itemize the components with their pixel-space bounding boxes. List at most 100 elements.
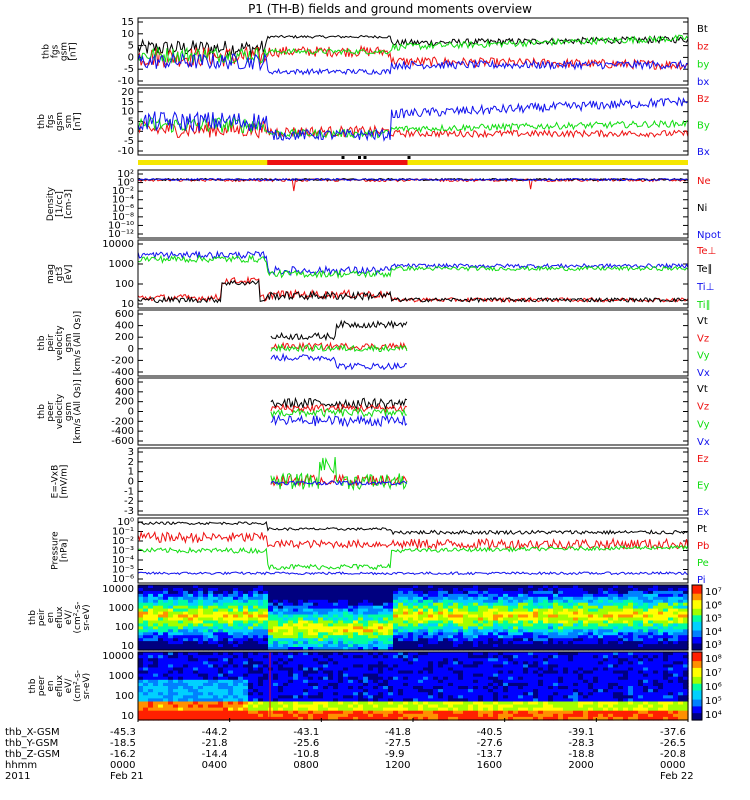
spectrogram-cell [213, 635, 219, 639]
spectrogram-cell [413, 623, 419, 627]
spectrogram-cell [468, 679, 474, 684]
spectrogram-cell [243, 632, 249, 636]
spectrogram-cell [248, 590, 254, 595]
spectrogram-cell [488, 707, 494, 712]
spectrogram-cell [538, 623, 544, 627]
spectrogram-cell [333, 590, 339, 595]
spectrogram-cell [193, 704, 199, 709]
spectrogram-cell [288, 623, 294, 627]
spectrogram-cell [538, 692, 544, 696]
spectrogram-cell [548, 588, 554, 592]
spectrogram-cell [378, 617, 384, 622]
spectrogram-cell [173, 655, 179, 659]
spectrogram-cell [178, 686, 184, 690]
spectrogram-cell [468, 626, 474, 630]
spectrogram-cell [458, 599, 464, 604]
spectrogram-cell [318, 686, 324, 690]
spectrogram-cell [368, 590, 374, 595]
spectrogram-cell [223, 679, 229, 684]
spectrogram-cell [553, 611, 559, 616]
spectrogram-cell [528, 620, 534, 625]
spectrogram-cell [188, 707, 194, 712]
spectrogram-cell [163, 679, 169, 684]
spectrogram-cell [163, 599, 169, 604]
spectrogram-cell [288, 664, 294, 669]
spectrogram-cell [448, 585, 454, 589]
spectrogram-cell [333, 695, 339, 699]
colorbar-step [692, 598, 702, 601]
spectrogram-cell [598, 652, 604, 656]
spectrogram-cell [398, 670, 404, 675]
spectrogram-cell [343, 695, 349, 699]
spectrogram-cell [178, 707, 184, 712]
spectrogram-cell [523, 620, 529, 625]
spectrogram-cell [543, 710, 549, 715]
spectrogram-cell [578, 644, 584, 648]
spectrogram-cell [383, 602, 389, 607]
spectrogram-cell [633, 676, 639, 681]
spectrogram-cell [443, 585, 449, 589]
spectrogram-cell [383, 588, 389, 592]
spectrogram-cell [308, 585, 314, 589]
spectrogram-cell [598, 716, 604, 721]
spectrogram-cell [453, 614, 459, 619]
spectrogram-cell [203, 661, 209, 665]
spectrogram-cell [513, 638, 519, 642]
spectrogram-cell [148, 698, 154, 703]
spectrogram-cell [158, 635, 164, 639]
spectrogram-cell [228, 695, 234, 699]
spectrogram-cell [218, 632, 224, 636]
spectrogram-cell [298, 605, 304, 610]
spectrogram-cell [168, 632, 174, 636]
spectrogram-cell [428, 629, 434, 633]
spectrogram-cell [253, 713, 259, 718]
spectrogram-cell [438, 686, 444, 690]
spectrogram-cell [433, 679, 439, 684]
spectrogram-cell [413, 673, 419, 678]
spectrogram-cell [443, 641, 449, 645]
spectrogram-cell [253, 599, 259, 604]
spectrogram-cell [458, 632, 464, 636]
spectrogram-cell [378, 713, 384, 718]
spectrogram-cell [178, 608, 184, 613]
spectrogram-cell [613, 692, 619, 696]
spectrogram-cell [643, 629, 649, 633]
spectrogram-cell [508, 707, 514, 712]
spectrogram-cell [208, 641, 214, 645]
spectrogram-cell [388, 623, 394, 627]
spectrogram-cell [298, 602, 304, 607]
spectrogram-cell [443, 602, 449, 607]
spectrogram-cell [238, 629, 244, 633]
spectrogram-cell [193, 620, 199, 625]
spectrogram-cell [263, 585, 269, 589]
spectrogram-cell [543, 585, 549, 589]
spectrogram-cell [588, 644, 594, 648]
spectrogram-cell [228, 626, 234, 630]
ylabel-line: thb [37, 114, 47, 129]
spectrogram-cell [253, 620, 259, 625]
spectrogram-cell [493, 602, 499, 607]
spectrogram-cell [613, 647, 619, 651]
ytick-label: 10⁻² [112, 186, 134, 197]
spectrogram-cell [233, 626, 239, 630]
spectrogram-cell [553, 620, 559, 625]
spectrogram-cell [343, 686, 349, 690]
spectrogram-cell [608, 590, 614, 595]
spectrogram-cell [383, 596, 389, 601]
spectrogram-cell [473, 655, 479, 659]
spectrogram-cell [223, 673, 229, 678]
spectrogram-cell [283, 635, 289, 639]
spectrogram-cell [598, 617, 604, 622]
spectrogram-cell [303, 670, 309, 675]
spectrogram-cell [678, 585, 684, 589]
spectrogram-cell [338, 599, 344, 604]
spectrogram-cell [418, 682, 424, 687]
spectrogram-cell [258, 590, 264, 595]
spectrogram-cell [478, 635, 484, 639]
spectrogram-cell [588, 626, 594, 630]
spectrogram-cell [433, 710, 439, 715]
spectrogram-cell [578, 614, 584, 619]
spectrogram-cell [608, 698, 614, 703]
spectrogram-cell [413, 635, 419, 639]
spectrogram-cell [153, 713, 159, 718]
